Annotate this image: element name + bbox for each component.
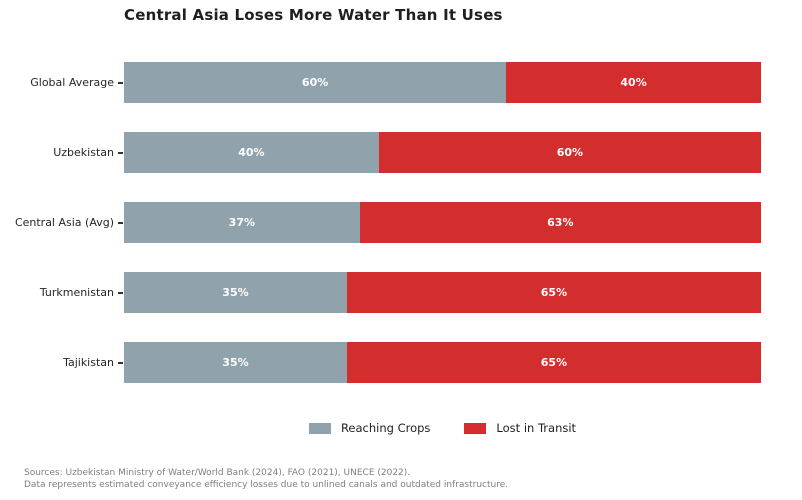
bar-segment-lost-in-transit: 65%: [346, 342, 761, 383]
category-label: Central Asia (Avg): [14, 216, 114, 229]
stacked-bar: 37% 63%: [124, 202, 761, 243]
bar-segment-lost-in-transit: 40%: [506, 62, 761, 103]
bar-segment-reaching-crops: 35%: [124, 342, 347, 383]
category-label: Tajikistan: [63, 356, 114, 369]
axis-tick: [118, 292, 123, 294]
bar-segment-lost-in-transit: 60%: [378, 132, 761, 173]
bar-value-label: 65%: [540, 286, 568, 299]
bar-row: Tajikistan 35% 65%: [0, 342, 802, 383]
bar-row: Turkmenistan 35% 65%: [0, 272, 802, 313]
category-label: Global Average: [30, 76, 114, 89]
bar-value-label: 60%: [301, 76, 329, 89]
bar-segment-reaching-crops: 40%: [124, 132, 379, 173]
bar-value-label: 35%: [222, 286, 249, 299]
bar-value-label: 37%: [228, 216, 256, 229]
bar-segment-reaching-crops: 60%: [124, 62, 507, 103]
bar-segment-reaching-crops: 35%: [124, 272, 347, 313]
legend-swatch: [308, 422, 331, 434]
bar-segment-lost-in-transit: 63%: [359, 202, 761, 243]
legend-label: Lost in Transit: [496, 421, 577, 435]
bar-segment-lost-in-transit: 65%: [346, 272, 761, 313]
category-label: Turkmenistan: [39, 286, 114, 299]
stacked-bar: 35% 65%: [124, 272, 761, 313]
stacked-bar: 35% 65%: [124, 342, 761, 383]
bar-row: Global Average 60% 40%: [0, 62, 802, 103]
stacked-bar: 60% 40%: [124, 62, 761, 103]
bar-value-label: 63%: [547, 216, 574, 229]
category-label: Uzbekistan: [53, 146, 114, 159]
bar-value-label: 40%: [238, 146, 265, 159]
bar-value-label: 40%: [620, 76, 647, 89]
legend-item: Reaching Crops: [308, 421, 431, 435]
legend: Reaching Crops Lost in Transit: [124, 419, 761, 437]
bar-row: Uzbekistan 40% 60%: [0, 132, 802, 173]
legend-item: Lost in Transit: [464, 421, 576, 435]
axis-tick: [118, 222, 123, 224]
axis-tick: [118, 82, 123, 84]
legend-label: Reaching Crops: [340, 421, 431, 435]
bar-segment-reaching-crops: 37%: [124, 202, 360, 243]
bar-row: Central Asia (Avg) 37% 63%: [0, 202, 802, 243]
axis-tick: [118, 152, 123, 154]
footnote-line-2: Data represents estimated conveyance eff…: [24, 480, 509, 490]
stacked-bar: 40% 60%: [124, 132, 761, 173]
footnote: Sources: Uzbekistan Ministry of Water/Wo…: [24, 467, 508, 491]
chart-title: Central Asia Loses More Water Than It Us…: [124, 6, 503, 24]
footnote-line-1: Sources: Uzbekistan Ministry of Water/Wo…: [24, 468, 411, 478]
bar-value-label: 60%: [556, 146, 584, 159]
bar-value-label: 65%: [540, 356, 568, 369]
legend-swatch: [464, 422, 487, 434]
axis-tick: [118, 362, 123, 364]
bar-value-label: 35%: [222, 356, 249, 369]
